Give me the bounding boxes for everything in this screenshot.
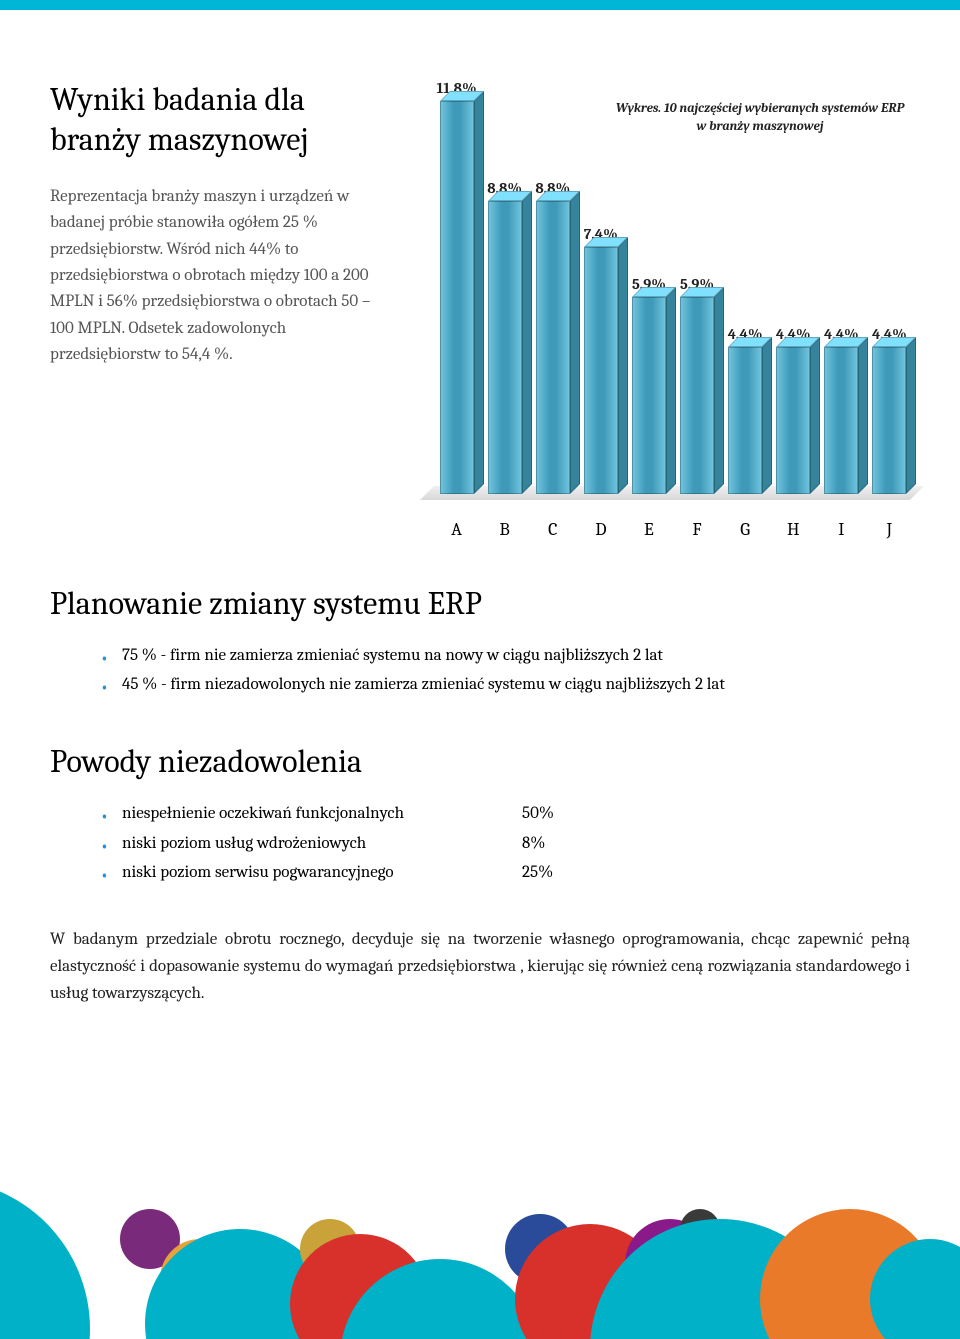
intro-column: Wyniki badania dla branży maszynowej Rep…	[50, 80, 390, 540]
footer-decoration	[0, 1179, 960, 1339]
list-item: 45 % - firm niezadowolonych nie zamierza…	[100, 671, 910, 698]
top-accent-bar	[0, 0, 960, 10]
chart-x-axis: ABCDEFGHIJ	[436, 519, 910, 540]
reason-percent: 25%	[522, 859, 553, 886]
reason-label: niski poziom usług wdrożeniowych	[122, 830, 522, 857]
x-axis-label: H	[773, 519, 814, 540]
chart-bar: 8,8%	[484, 179, 525, 494]
x-axis-label: E	[628, 519, 669, 540]
reason-percent: 50%	[522, 800, 554, 827]
chart-bar: 4,4%	[725, 325, 766, 494]
x-axis-label: G	[725, 519, 766, 540]
decorative-circle	[0, 1179, 90, 1339]
list-item: niespełnienie oczekiwań funkcjonalnych50…	[100, 800, 910, 827]
x-axis-label: B	[484, 519, 525, 540]
reason-percent: 8%	[522, 830, 545, 857]
chart-bar: 11,8%	[436, 79, 477, 494]
list-item: 75 % - firm nie zamierza zmieniać system…	[100, 642, 910, 669]
x-axis-label: J	[869, 519, 910, 540]
chart-bar: 5,9%	[676, 275, 717, 494]
section-powody-title: Powody niezadowolenia	[50, 743, 910, 780]
reason-label: niski poziom serwisu pogwarancyjnego	[122, 859, 522, 886]
chart-bar: 4,4%	[869, 325, 910, 494]
page-content: Wyniki badania dla branży maszynowej Rep…	[0, 10, 960, 1008]
page-title: Wyniki badania dla branży maszynowej	[50, 80, 390, 160]
x-axis-label: I	[821, 519, 862, 540]
reason-label: niespełnienie oczekiwań funkcjonalnych	[122, 800, 522, 827]
bar-chart: 11,8%8,8%8,8%7,4%5,9%5,9%4,4%4,4%4,4%4,4…	[420, 80, 910, 540]
chart-bar: 7,4%	[580, 225, 621, 494]
intro-paragraph: Reprezentacja branży maszyn i urządzeń w…	[50, 184, 390, 368]
top-row: Wyniki badania dla branży maszynowej Rep…	[50, 80, 910, 540]
list-item: niski poziom usług wdrożeniowych8%	[100, 830, 910, 857]
list-item: niski poziom serwisu pogwarancyjnego25%	[100, 859, 910, 886]
chart-bar: 4,4%	[821, 325, 862, 494]
conclusion-paragraph: W badanym przedziale obrotu rocznego, de…	[50, 926, 910, 1008]
x-axis-label: D	[580, 519, 621, 540]
chart-bar: 5,9%	[628, 275, 669, 494]
chart-column: Wykres. 10 najczęściej wybieranych syste…	[420, 80, 910, 540]
x-axis-label: F	[676, 519, 717, 540]
section-planowanie-title: Planowanie zmiany systemu ERP	[50, 585, 910, 622]
section-planowanie-list: 75 % - firm nie zamierza zmieniać system…	[50, 642, 910, 698]
x-axis-label: A	[436, 519, 477, 540]
chart-bars: 11,8%8,8%8,8%7,4%5,9%5,9%4,4%4,4%4,4%4,4…	[436, 94, 910, 494]
section-powody-list: niespełnienie oczekiwań funkcjonalnych50…	[50, 800, 910, 886]
x-axis-label: C	[532, 519, 573, 540]
chart-bar: 4,4%	[773, 325, 814, 494]
chart-bar: 8,8%	[532, 179, 573, 494]
